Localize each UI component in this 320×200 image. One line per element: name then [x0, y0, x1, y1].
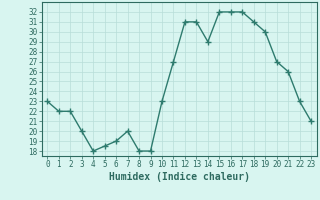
- X-axis label: Humidex (Indice chaleur): Humidex (Indice chaleur): [109, 172, 250, 182]
